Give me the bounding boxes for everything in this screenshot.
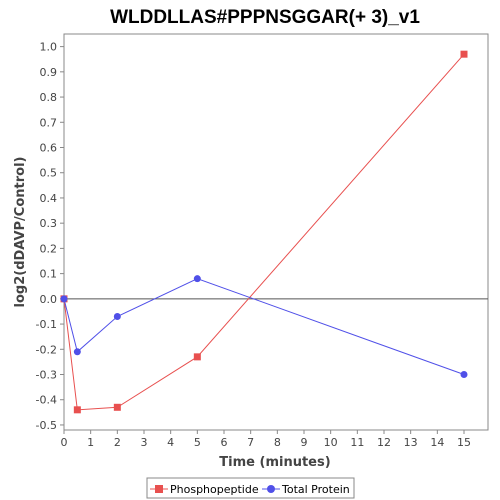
y-tick-label: -0.2	[36, 343, 57, 356]
x-tick-label: 15	[457, 436, 471, 449]
y-tick-label: 0.2	[40, 242, 58, 255]
x-tick-label: 11	[350, 436, 364, 449]
y-tick-label: 0.7	[40, 116, 58, 129]
x-tick-label: 2	[114, 436, 121, 449]
y-axis-label: log2(dDAVP/Control)	[13, 157, 28, 308]
x-axis-label: Time (minutes)	[219, 455, 330, 470]
y-tick-label: 0.1	[40, 268, 58, 281]
data-point	[113, 403, 121, 411]
x-tick-label: 5	[194, 436, 201, 449]
data-point	[193, 353, 201, 361]
y-tick-label: -0.3	[36, 369, 57, 382]
y-tick-label: 0.5	[40, 167, 58, 180]
x-tick-label: 8	[274, 436, 281, 449]
legend-total-marker	[267, 485, 275, 493]
y-tick-label: 0.8	[40, 91, 58, 104]
x-tick-label: 9	[301, 436, 308, 449]
x-tick-label: 7	[247, 436, 254, 449]
data-point	[73, 406, 81, 414]
data-point	[113, 312, 121, 320]
data-point	[60, 295, 68, 303]
chart-title: WLDDLLAS#PPPNSGGAR(+ 3)_v1	[110, 7, 420, 28]
data-point	[73, 348, 81, 356]
y-tick-label: -0.1	[36, 318, 57, 331]
data-point	[460, 50, 468, 58]
x-axis: 0 1 2 3 4 5 6 7 8 9 10 11 12 13 14 15	[61, 430, 471, 449]
legend-phospho-marker	[155, 485, 163, 493]
y-tick-label: 0.9	[40, 66, 58, 79]
data-point	[460, 371, 468, 379]
x-tick-label: 6	[221, 436, 228, 449]
x-tick-label: 3	[141, 436, 148, 449]
legend-phospho-label: Phosphopeptide	[170, 483, 259, 496]
plot-area	[63, 33, 489, 431]
y-tick-label: -0.4	[36, 394, 57, 407]
y-tick-label: 1.0	[40, 41, 58, 54]
legend: Phosphopeptide Total Protein	[146, 477, 355, 499]
y-tick-label: -0.5	[36, 419, 57, 432]
y-tick-label: 0.4	[40, 192, 58, 205]
y-tick-label: 0.6	[40, 142, 58, 155]
y-tick-label: 0.3	[40, 217, 58, 230]
y-axis: -0.5 -0.4 -0.3 -0.2 -0.1 0.0 0.1 0.2 0.3 0.4 0.5 0.…	[36, 41, 64, 432]
legend-box	[146, 477, 355, 499]
x-tick-label: 1	[87, 436, 94, 449]
x-tick-label: 10	[324, 436, 338, 449]
x-tick-label: 0	[61, 436, 68, 449]
x-tick-label: 4	[167, 436, 174, 449]
legend-total-label: Total Protein	[281, 483, 350, 496]
x-tick-label: 14	[430, 436, 444, 449]
x-tick-label: 13	[404, 436, 418, 449]
y-tick-label: 0.0	[40, 293, 58, 306]
data-point	[193, 275, 201, 283]
x-tick-label: 12	[377, 436, 391, 449]
series-layer	[60, 50, 468, 414]
